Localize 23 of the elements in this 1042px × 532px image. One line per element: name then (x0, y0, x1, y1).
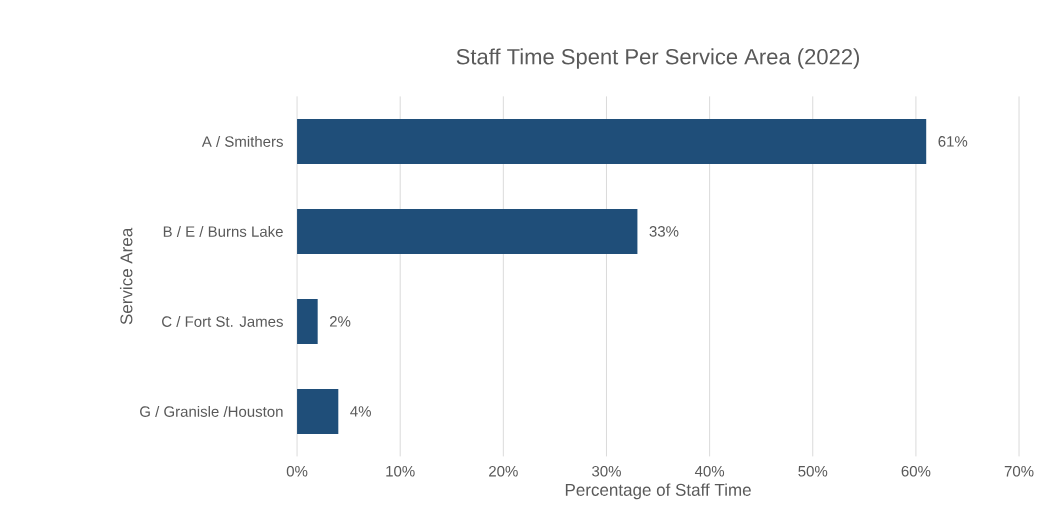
data-label: 2% (329, 316, 351, 327)
data-label: 33% (649, 226, 679, 237)
y-axis-title: Service Area (119, 227, 133, 325)
x-axis-title: Percentage of Staff Time (565, 483, 751, 500)
x-tick-label: 70% (1004, 465, 1034, 477)
x-tick-label: 10% (386, 465, 415, 477)
x-tick-label: 40% (694, 465, 725, 477)
x-tick-label: 20% (489, 465, 518, 477)
x-tick-label: 50% (798, 465, 828, 477)
bar (297, 118, 927, 164)
bar (297, 388, 339, 434)
x-tick-label: 60% (901, 465, 931, 477)
x-tick-label: 30% (592, 465, 621, 477)
data-label: 4% (350, 406, 371, 417)
x-tick-label: 0% (286, 465, 308, 477)
y-tick-label: A / Smithers (201, 135, 283, 147)
y-tick-label: G / Granisle /Houston (140, 405, 283, 417)
bar (297, 208, 638, 254)
y-tick-label: B / E / Burns Lake (163, 225, 283, 237)
data-label: 61% (938, 136, 968, 147)
chart-title: Staff Time Spent Per Service Area (2022) (456, 48, 859, 69)
y-tick-label: C / Fort St. James (162, 315, 283, 327)
bar (297, 298, 318, 344)
